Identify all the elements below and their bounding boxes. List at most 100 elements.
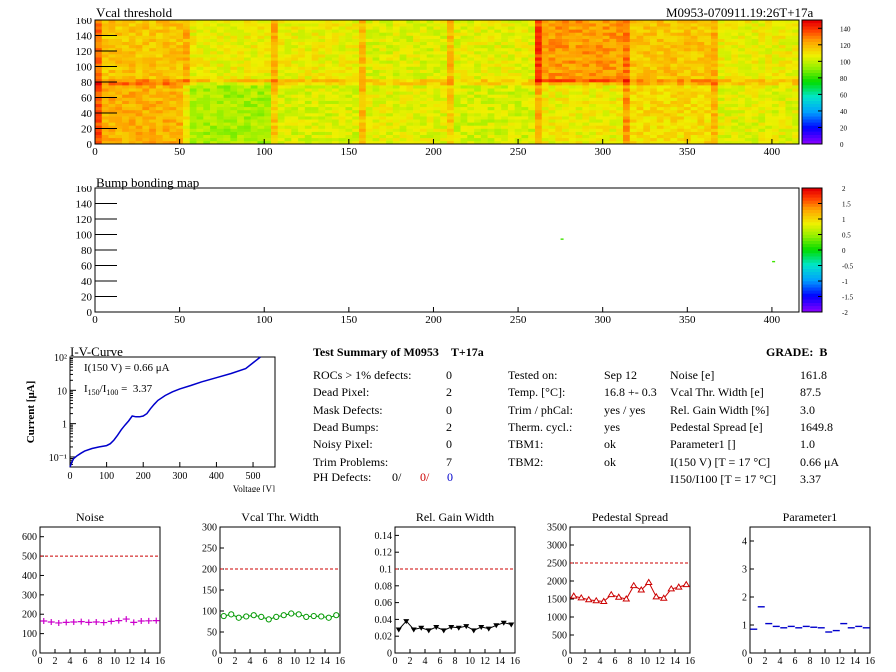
vcal-cell [582, 116, 590, 120]
vcal-cell [738, 122, 746, 126]
vcal-cell [663, 75, 671, 80]
vcal-cell [311, 26, 319, 30]
vcal-cell [115, 35, 123, 39]
vcal-cell [237, 41, 245, 46]
vcal-cell [386, 72, 394, 77]
vcal-cell [122, 51, 130, 55]
vcal-cell [555, 57, 563, 61]
vcal-cell [379, 82, 387, 86]
vcal-cell [724, 140, 732, 145]
vcal-colorbar-band [802, 85, 822, 89]
vcal-cell [494, 38, 502, 42]
vcal-cell [623, 20, 631, 24]
vcal-cell [792, 60, 800, 64]
vcal-cell [135, 60, 143, 64]
vcal-cell [629, 128, 637, 132]
vcal-cell [724, 20, 732, 24]
vcal-cell [101, 131, 109, 135]
vcal-cell [663, 131, 671, 135]
vcal-cell [216, 75, 224, 80]
vcal-cell [291, 60, 299, 64]
vcal-cell [203, 137, 211, 142]
vcal-cell [447, 57, 455, 61]
vcal-cell [744, 20, 752, 24]
vcal-cell [189, 103, 197, 108]
vcal-cell [690, 116, 698, 120]
vcal-cell [169, 41, 177, 46]
vcal-cell [704, 100, 712, 104]
vcal-cell [311, 78, 319, 83]
vcal-colorbar-band [802, 100, 822, 104]
vcal-colorbar-band [802, 109, 822, 114]
vcal-cell [717, 38, 725, 42]
vcal-cell [331, 94, 339, 98]
vcal-colorbar-band [802, 119, 822, 123]
vcal-cell [264, 60, 272, 64]
vcal-cell [413, 47, 421, 52]
vcal-cell [433, 32, 441, 36]
vcal-cell [562, 103, 570, 108]
vcal-cell [717, 128, 725, 132]
vcal-cell [338, 78, 346, 83]
vcal-cell [636, 94, 644, 98]
vcal-cell [582, 94, 590, 98]
vcal-cell [128, 134, 136, 139]
vcal-cell [474, 109, 482, 114]
vcal-cell [311, 125, 319, 129]
vcal-cell [480, 72, 488, 77]
vcal-cell [731, 26, 739, 30]
vcal-cell [507, 106, 515, 111]
vcal-cell [595, 97, 603, 101]
vcal-cell [149, 63, 157, 67]
vcal-cell [650, 116, 658, 120]
vcal-cell [345, 66, 353, 70]
vcal-cell [379, 100, 387, 104]
vcal-cell [677, 29, 685, 33]
vcal-cell [345, 23, 353, 27]
small-2-xtick-label-8: 16 [510, 656, 520, 667]
vcal-cell [514, 109, 522, 114]
small-3-ytick-label-6: 3000 [547, 541, 567, 552]
vcal-cell [203, 100, 211, 104]
vcal-cell [582, 54, 590, 58]
vcal-cell [717, 23, 725, 27]
vcal-cell [250, 23, 258, 27]
vcal-cell [670, 54, 678, 58]
vcal-cell [352, 47, 360, 52]
vcal-cell [507, 131, 515, 135]
vcal-cell [128, 122, 136, 126]
vcal-cell [264, 63, 272, 67]
vcal-cell [230, 128, 238, 132]
vcal-cell [230, 57, 238, 61]
vcal-cell [176, 97, 184, 101]
bump-colorbar-label-1: -1.5 [842, 294, 854, 302]
vcal-cell [487, 57, 495, 61]
small-2-point-2 [410, 627, 417, 633]
vcal-cell [169, 116, 177, 120]
vcal-cell [480, 82, 488, 86]
vcal-cell [386, 88, 394, 92]
vcal-cell [765, 20, 773, 24]
vcal-cell [744, 51, 752, 55]
vcal-cell [216, 119, 224, 123]
vcal-cell [609, 66, 617, 70]
vcal-cell [507, 85, 515, 89]
vcal-cell [210, 116, 218, 120]
vcal-cell [650, 35, 658, 39]
vcal-cell [257, 23, 265, 27]
vcal-cell [155, 78, 163, 83]
vcal-cell [359, 119, 367, 123]
vcal-cell [751, 35, 759, 39]
vcal-cell [433, 41, 441, 46]
vcal-cell [169, 109, 177, 114]
vcal-cell [230, 41, 238, 46]
vcal-cell [711, 47, 719, 52]
bump-ytick-label-5: 100 [76, 230, 93, 242]
vcal-cell [582, 88, 590, 92]
vcal-cell [325, 29, 333, 33]
vcal-cell [325, 47, 333, 52]
vcal-colorbar-band [802, 26, 822, 30]
vcal-cell [440, 20, 448, 24]
vcal-cell [460, 82, 468, 86]
vcal-cell [291, 119, 299, 123]
